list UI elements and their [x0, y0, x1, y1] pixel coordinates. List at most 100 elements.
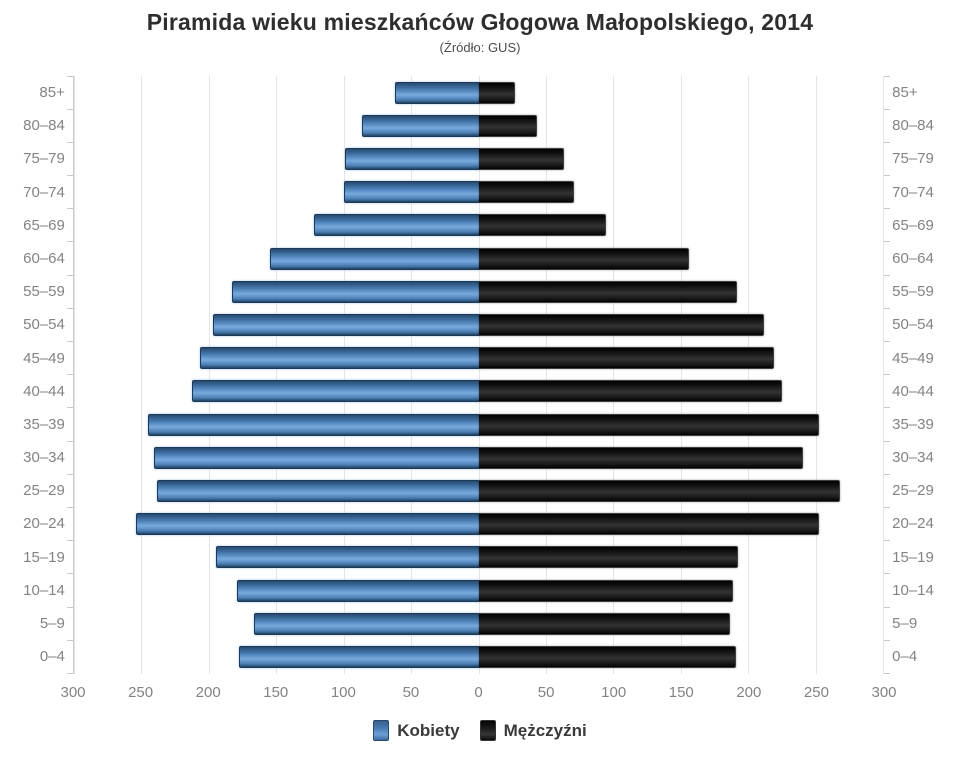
- legend-item-mezczyzni[interactable]: Mężczyźni: [479, 720, 587, 741]
- age-group-label: 20–24: [892, 515, 934, 533]
- bar-mezczyzni-10–14[interactable]: [478, 579, 734, 602]
- bar-kobiety-70–74[interactable]: [343, 181, 479, 204]
- x-axis-tick-label: 50: [537, 684, 555, 701]
- bar-mezczyzni-80–84[interactable]: [478, 114, 538, 137]
- bar-mezczyzni-55–59[interactable]: [478, 280, 738, 303]
- bar-mezczyzni-5–9[interactable]: [478, 612, 731, 635]
- axis-tick: [884, 606, 891, 608]
- bar-kobiety-0–4[interactable]: [238, 645, 479, 668]
- axis-tick: [66, 241, 73, 243]
- legend-label-kobiety: Kobiety: [397, 720, 460, 740]
- x-axis-labels: 300 250 200 150 100 50 0 50 100 150 200 250 300: [60, 684, 896, 706]
- bar-kobiety-50–54[interactable]: [213, 313, 479, 336]
- axis-tick: [884, 639, 891, 641]
- bar-kobiety-75–79[interactable]: [345, 147, 479, 170]
- gridline: [545, 76, 547, 674]
- legend: Kobiety Mężczyźni: [0, 720, 960, 741]
- bar-kobiety-80–84[interactable]: [361, 114, 479, 137]
- axis-tick: [884, 573, 891, 575]
- axis-tick: [66, 341, 73, 343]
- bar-mezczyzni-20–24[interactable]: [478, 513, 820, 536]
- pyramid-row: [74, 607, 883, 640]
- pyramid-row: [74, 342, 883, 375]
- bar-kobiety-55–59[interactable]: [232, 280, 479, 303]
- x-axis-tick-label: 50: [402, 684, 420, 701]
- axis-tick: [66, 606, 73, 608]
- bar-mezczyzni-70–74[interactable]: [478, 181, 574, 204]
- bar-kobiety-25–29[interactable]: [156, 479, 479, 502]
- bar-mezczyzni-15–19[interactable]: [478, 546, 739, 569]
- axis-tick: [884, 175, 891, 177]
- legend-item-kobiety[interactable]: Kobiety: [373, 720, 460, 741]
- age-group-label: 45–49: [892, 349, 934, 367]
- axis-tick: [66, 75, 73, 77]
- x-axis-tick-label: 200: [736, 684, 762, 701]
- bar-kobiety-10–14[interactable]: [237, 579, 479, 602]
- age-group-label: 40–44: [892, 382, 934, 400]
- legend-label-mezczyzni: Mężczyźni: [503, 720, 587, 740]
- chart-subtitle: (Źródło: GUS): [439, 40, 521, 55]
- x-axis-tick-label: 250: [128, 684, 154, 701]
- bar-mezczyzni-30–34[interactable]: [478, 446, 804, 469]
- age-group-label: 20–24: [23, 515, 65, 533]
- age-group-label: 70–74: [892, 183, 934, 201]
- bar-kobiety-5–9[interactable]: [253, 612, 479, 635]
- chart-title: Piramida wieku mieszkańców Głogowa Małop…: [146, 9, 814, 35]
- bar-mezczyzni-40–44[interactable]: [478, 380, 782, 403]
- x-axis-tick-label: 300: [871, 684, 897, 701]
- age-group-label: 35–39: [892, 415, 934, 433]
- age-group-label: 25–29: [892, 482, 934, 500]
- pyramid-row: [74, 76, 883, 109]
- age-group-label: 40–44: [23, 382, 65, 400]
- bar-mezczyzni-75–79[interactable]: [478, 147, 565, 170]
- age-group-label: 10–14: [23, 581, 65, 599]
- bar-mezczyzni-50–54[interactable]: [478, 313, 765, 336]
- bar-kobiety-65–69[interactable]: [314, 214, 479, 237]
- age-group-label: 55–59: [892, 283, 934, 301]
- x-axis-tick-label: 150: [263, 684, 289, 701]
- axis-tick: [66, 141, 73, 143]
- bar-kobiety-45–49[interactable]: [199, 347, 479, 370]
- age-group-label: 75–79: [892, 150, 934, 168]
- axis-tick: [66, 307, 73, 309]
- x-axis-tick-label: 250: [803, 684, 829, 701]
- x-axis-tick-label: 300: [60, 684, 86, 701]
- y-axis-labels-right: 85+ 80–84 75–79 70–74 65–69 60–64 55–59 50–54 45…: [892, 76, 960, 674]
- age-group-label: 50–54: [23, 316, 65, 334]
- pyramid-row: [74, 109, 883, 142]
- age-group-label: 15–19: [23, 548, 65, 566]
- axis-tick: [66, 507, 73, 509]
- age-group-label: 65–69: [23, 216, 65, 234]
- bar-mezczyzni-65–69[interactable]: [478, 214, 607, 237]
- pyramid-row: [74, 209, 883, 242]
- bar-mezczyzni-85+[interactable]: [478, 81, 515, 104]
- bar-kobiety-30–34[interactable]: [153, 446, 479, 469]
- axis-tick: [66, 673, 73, 675]
- bar-kobiety-35–39[interactable]: [148, 413, 479, 436]
- bar-kobiety-15–19[interactable]: [215, 546, 479, 569]
- gridline: [411, 76, 413, 674]
- bar-mezczyzni-45–49[interactable]: [478, 347, 774, 370]
- bar-mezczyzni-35–39[interactable]: [478, 413, 820, 436]
- pyramid-row: [74, 308, 883, 341]
- bar-kobiety-20–24[interactable]: [136, 513, 479, 536]
- x-axis-tick-label: 150: [668, 684, 694, 701]
- bar-mezczyzni-25–29[interactable]: [478, 479, 840, 502]
- bar-mezczyzni-60–64[interactable]: [478, 247, 689, 270]
- bar-kobiety-60–64[interactable]: [269, 247, 479, 270]
- pyramid-row: [74, 142, 883, 175]
- axis-tick: [884, 374, 891, 376]
- axis-tick: [884, 75, 891, 77]
- gridline: [883, 76, 885, 674]
- age-group-label: 85+: [39, 84, 65, 101]
- pyramid-row: [74, 176, 883, 209]
- bar-kobiety-85+[interactable]: [395, 81, 479, 104]
- bar-mezczyzni-0–4[interactable]: [478, 645, 736, 668]
- bar-kobiety-40–44[interactable]: [191, 380, 479, 403]
- age-group-label: 70–74: [23, 183, 65, 201]
- y-axis-labels-left: 85+ 80–84 75–79 70–74 65–69 60–64 55–59 50–54 45…: [0, 76, 65, 674]
- age-group-label: 75–79: [23, 150, 65, 168]
- age-group-label: 30–34: [892, 449, 934, 467]
- axis-tick: [66, 208, 73, 210]
- axis-tick: [884, 473, 891, 475]
